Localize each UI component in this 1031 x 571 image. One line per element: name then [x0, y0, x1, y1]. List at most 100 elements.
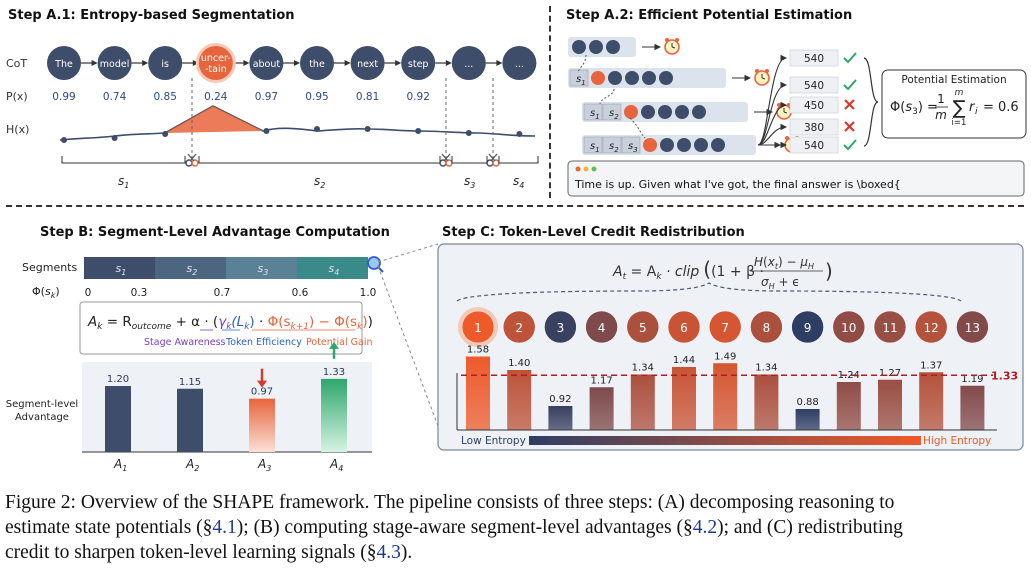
- credit-bar-label: 1.34: [755, 363, 777, 374]
- prefix-segment-label: s1: [576, 74, 586, 87]
- cot-token: [198, 46, 233, 80]
- segment-label-4: s4: [513, 174, 524, 190]
- credit-bar: [630, 374, 655, 430]
- rollout-token: [625, 71, 639, 85]
- check-icon: [843, 139, 857, 151]
- rollout-token: [658, 105, 672, 119]
- rollout-token: [572, 40, 586, 54]
- svg-text:1: 1: [937, 92, 945, 106]
- credit-bar: [795, 409, 820, 430]
- cot-token: [451, 46, 486, 80]
- reward-value: 380: [804, 122, 824, 134]
- ref-4-3[interactable]: 4.3: [376, 542, 401, 563]
- cot-token-text: step: [408, 59, 429, 70]
- cot-token: [148, 46, 183, 80]
- figure-caption: Figure 2: Overview of the SHAPE framewor…: [5, 490, 1025, 565]
- credit-token: [956, 310, 989, 344]
- svg-text:r: r: [969, 100, 976, 115]
- svg-text:Ak = Routcome + α · (γk(Lk) ·: Ak = Routcome + α · (γk(Lk) · Φ(sk+1) − …: [87, 314, 373, 332]
- step-a1-diagram: CoT P(x) H(x) The 0.99 model 0.74 is 0.85 unce…: [6, 43, 539, 190]
- arrow-head: [243, 60, 250, 66]
- credit-bar-label: 1.24: [838, 370, 860, 381]
- credit-token-label: 6: [680, 321, 688, 335]
- advantage-bar: [249, 398, 275, 452]
- hx-label: H(x): [6, 123, 29, 136]
- alarm-clock-icon: [664, 38, 680, 55]
- entropy-curve: [59, 105, 536, 141]
- prefix-segment-label: s2: [609, 108, 619, 121]
- advantage-category: A2: [185, 457, 199, 472]
- check-icon: [843, 79, 857, 91]
- credit-token-label: 1: [474, 321, 482, 335]
- rollout-token: [641, 105, 655, 119]
- reward-value: 540: [804, 80, 824, 92]
- ref-4-1[interactable]: 4.1: [212, 517, 237, 538]
- rollout-token: [659, 71, 673, 85]
- entropy-point: [516, 131, 523, 137]
- scissors-icon: [185, 153, 199, 167]
- segment-block-label: s4: [329, 262, 340, 277]
- arrow-head: [294, 60, 300, 66]
- prefix-segment: [621, 136, 641, 154]
- cot-token-text: next: [357, 59, 378, 70]
- advantage-bar-label: 0.97: [251, 387, 273, 398]
- credit-bar-label: 1.34: [632, 363, 654, 374]
- cot-token-text: ...: [464, 59, 473, 70]
- credit-bar-label: 0.92: [549, 394, 571, 405]
- step-c-diagram: At = Ak · clip ((1 + β · H(xt) − μH σH + …: [437, 243, 1024, 451]
- step-a2-title: Step A.2: Efficient Potential Estimation: [566, 8, 853, 23]
- threshold-label: 1.33: [991, 369, 1018, 382]
- formula-brace: [456, 282, 962, 302]
- reward-box: [789, 96, 839, 114]
- potential-formula: Φ(s3) = 1 m m ∑ i=1 r i = 0.6: [890, 88, 1019, 128]
- credit-bar-label: 1.49: [714, 351, 736, 362]
- rollout-token: [606, 40, 620, 54]
- prefix-segment-label: s3: [628, 141, 638, 154]
- credit-bar: [754, 374, 779, 430]
- svg-text:m: m: [935, 108, 947, 122]
- ref-4-2[interactable]: 4.2: [692, 517, 718, 538]
- rollout-token-highlight: [643, 138, 657, 152]
- credit-token-label: 11: [882, 321, 897, 335]
- svg-text:): ): [825, 259, 833, 283]
- credit-bar-label: 1.37: [920, 360, 942, 371]
- credit-bar: [507, 370, 532, 430]
- arrow-head: [344, 60, 351, 66]
- prefix-segment: [583, 103, 603, 121]
- phi-tick: 0.3: [131, 287, 148, 299]
- entropy-point: [263, 128, 270, 134]
- credit-bar: [960, 385, 985, 430]
- credit-bar: [878, 379, 902, 430]
- credit-token-label: 7: [721, 321, 729, 335]
- step-a2-diagram: s1 s1 s2 s1 s2 s3 540 540 450 380 540 Potential E…: [567, 37, 1027, 197]
- legend-stage-awareness: Stage Awareness: [144, 337, 226, 348]
- reward-value: 450: [804, 100, 824, 112]
- arrow-head: [395, 60, 402, 66]
- rollout-token-highlight: [591, 71, 605, 85]
- phi-tick: 0: [85, 287, 92, 299]
- cot-token: [350, 46, 385, 80]
- phi-tick: 1.0: [360, 287, 377, 299]
- advantage-bar: [321, 378, 347, 452]
- up-arrow-head: [329, 341, 339, 349]
- legend-token-efficiency: Token Efficiency: [225, 337, 302, 348]
- credit-token-label: 13: [965, 321, 980, 335]
- advantage-formula: Ak = Routcome + α · (γk(Lk) · Φ(sk+1) − …: [87, 314, 373, 332]
- cot-token-text: model: [100, 59, 130, 70]
- arrow-head: [496, 60, 503, 66]
- entropy-peak: [165, 106, 263, 133]
- entropy-point: [314, 126, 320, 132]
- credit-token: [667, 310, 701, 344]
- cot-token: [47, 46, 81, 80]
- cot-token-text: is: [161, 59, 169, 70]
- credit-token: [873, 310, 907, 344]
- segment-label-3: s3: [464, 174, 475, 190]
- credit-bar-label: 1.27: [879, 368, 901, 379]
- cot-label: CoT: [6, 57, 27, 70]
- segment-block: [84, 257, 155, 279]
- rollout-token: [608, 71, 622, 85]
- credit-token-label: 5: [639, 321, 647, 335]
- advantage-formula-box: [79, 301, 363, 355]
- down-arrow-head: [257, 380, 267, 388]
- reward-box: [789, 49, 839, 67]
